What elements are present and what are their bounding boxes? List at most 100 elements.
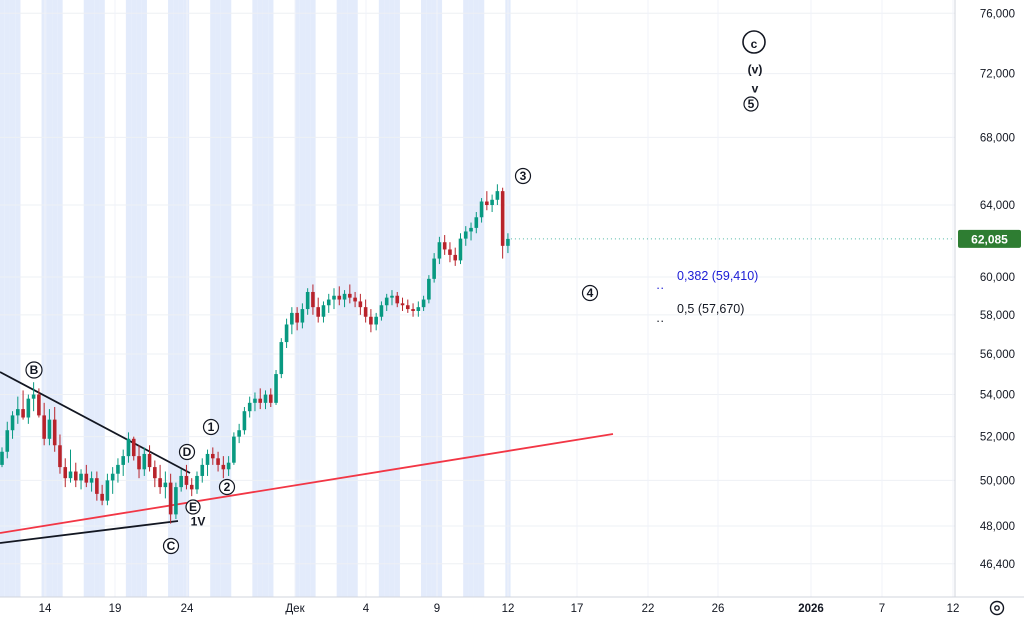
candle[interactable] bbox=[374, 312, 378, 331]
candle[interactable] bbox=[147, 445, 152, 472]
candle[interactable] bbox=[52, 407, 57, 452]
candle[interactable] bbox=[274, 370, 278, 405]
wave-label[interactable]: C bbox=[162, 537, 180, 555]
candle[interactable] bbox=[126, 432, 131, 463]
annotations[interactable]: B D E C 1V 1 2 3 4 c (v) v 5 ·· 0,382 (59,410) ·· 0,5 (5… bbox=[25, 30, 766, 555]
fib-level[interactable]: ·· 0,5 (57,670) bbox=[656, 302, 744, 328]
candle[interactable] bbox=[63, 458, 68, 488]
candle[interactable] bbox=[316, 297, 320, 323]
candle[interactable] bbox=[200, 458, 205, 483]
candle[interactable] bbox=[463, 226, 468, 246]
candle[interactable] bbox=[247, 396, 252, 418]
candle[interactable] bbox=[400, 297, 405, 311]
candle[interactable] bbox=[363, 299, 368, 323]
candle[interactable] bbox=[453, 247, 458, 266]
candle[interactable] bbox=[326, 293, 331, 313]
wave-label[interactable]: B bbox=[25, 361, 43, 379]
candle[interactable] bbox=[263, 390, 268, 410]
triangle-upper-line[interactable] bbox=[0, 371, 191, 474]
candle[interactable] bbox=[168, 473, 173, 524]
candle[interactable] bbox=[506, 233, 510, 254]
candle[interactable] bbox=[0, 447, 4, 468]
candle[interactable] bbox=[432, 253, 436, 283]
wave-label[interactable]: c bbox=[742, 30, 766, 54]
candle[interactable] bbox=[469, 222, 473, 241]
wave-label[interactable]: (v) bbox=[748, 62, 763, 76]
candle[interactable] bbox=[226, 456, 231, 476]
candle[interactable] bbox=[47, 409, 52, 446]
candle[interactable] bbox=[195, 471, 199, 494]
triangle-lower-line[interactable] bbox=[0, 520, 179, 544]
candle[interactable] bbox=[321, 301, 326, 323]
candle[interactable] bbox=[131, 436, 136, 461]
candle[interactable] bbox=[342, 290, 347, 308]
candle[interactable] bbox=[232, 432, 236, 465]
candle[interactable] bbox=[353, 291, 357, 308]
candle[interactable] bbox=[179, 469, 183, 492]
candle[interactable] bbox=[116, 458, 120, 483]
wave-label[interactable]: 1V bbox=[191, 514, 206, 528]
candle[interactable] bbox=[237, 423, 241, 444]
axis-panel-bottom[interactable] bbox=[0, 597, 1024, 619]
candle[interactable] bbox=[495, 184, 500, 205]
candle[interactable] bbox=[305, 288, 310, 315]
candle[interactable] bbox=[174, 482, 178, 519]
candle[interactable] bbox=[479, 198, 484, 223]
gear-icon[interactable] bbox=[989, 600, 1005, 616]
candle[interactable] bbox=[184, 464, 189, 490]
candle[interactable] bbox=[442, 235, 447, 255]
candle[interactable] bbox=[73, 462, 78, 488]
candle[interactable] bbox=[411, 303, 415, 317]
candle[interactable] bbox=[16, 396, 20, 424]
candle[interactable] bbox=[458, 233, 463, 265]
wave-label[interactable]: E bbox=[185, 499, 201, 515]
candle[interactable] bbox=[42, 402, 46, 446]
candles[interactable] bbox=[0, 184, 510, 524]
candle[interactable] bbox=[348, 284, 352, 304]
candle[interactable] bbox=[279, 338, 284, 379]
candle[interactable] bbox=[337, 286, 342, 306]
wave-label[interactable]: v bbox=[752, 81, 759, 95]
candle[interactable] bbox=[211, 447, 215, 465]
candle[interactable] bbox=[205, 449, 210, 476]
candle[interactable] bbox=[153, 460, 157, 488]
wave-label[interactable]: 3 bbox=[514, 167, 532, 185]
candle[interactable] bbox=[37, 388, 41, 418]
candle[interactable] bbox=[332, 288, 336, 310]
wave-label[interactable]: 1 bbox=[202, 418, 220, 436]
trendlines[interactable] bbox=[0, 238, 955, 544]
candle[interactable] bbox=[68, 449, 73, 483]
candle[interactable] bbox=[474, 211, 479, 234]
candle[interactable] bbox=[384, 293, 389, 311]
candle[interactable] bbox=[421, 295, 426, 311]
candle[interactable] bbox=[369, 309, 373, 333]
candle[interactable] bbox=[5, 421, 10, 459]
candle[interactable] bbox=[189, 478, 194, 497]
x-axis[interactable]: 14 19 24 Дек 4 9 12 17 22 26 2026 7 12 bbox=[39, 603, 960, 615]
candle[interactable] bbox=[158, 464, 162, 494]
candle[interactable] bbox=[84, 464, 89, 488]
candle[interactable] bbox=[448, 242, 452, 263]
candle[interactable] bbox=[100, 484, 104, 506]
candle[interactable] bbox=[416, 301, 421, 317]
y-axis[interactable]: 46,400 48,000 50,000 52,000 54,000 56,000 58,0… bbox=[980, 8, 1015, 570]
candle[interactable] bbox=[137, 445, 141, 479]
candle[interactable] bbox=[311, 284, 315, 315]
candle[interactable] bbox=[242, 407, 247, 435]
wave-label[interactable]: 5 bbox=[743, 96, 759, 112]
candle[interactable] bbox=[258, 388, 263, 410]
candle[interactable] bbox=[58, 434, 62, 474]
candle[interactable] bbox=[89, 471, 94, 492]
candle[interactable] bbox=[390, 290, 394, 306]
wave-label[interactable]: 4 bbox=[581, 284, 599, 302]
candle[interactable] bbox=[395, 291, 400, 308]
candle[interactable] bbox=[268, 388, 273, 408]
candle[interactable] bbox=[216, 451, 220, 472]
candle[interactable] bbox=[427, 275, 431, 304]
candle[interactable] bbox=[300, 303, 305, 329]
candle[interactable] bbox=[121, 449, 126, 476]
candle[interactable] bbox=[21, 390, 25, 420]
support-trendline[interactable] bbox=[0, 433, 614, 534]
candle[interactable] bbox=[295, 307, 299, 331]
